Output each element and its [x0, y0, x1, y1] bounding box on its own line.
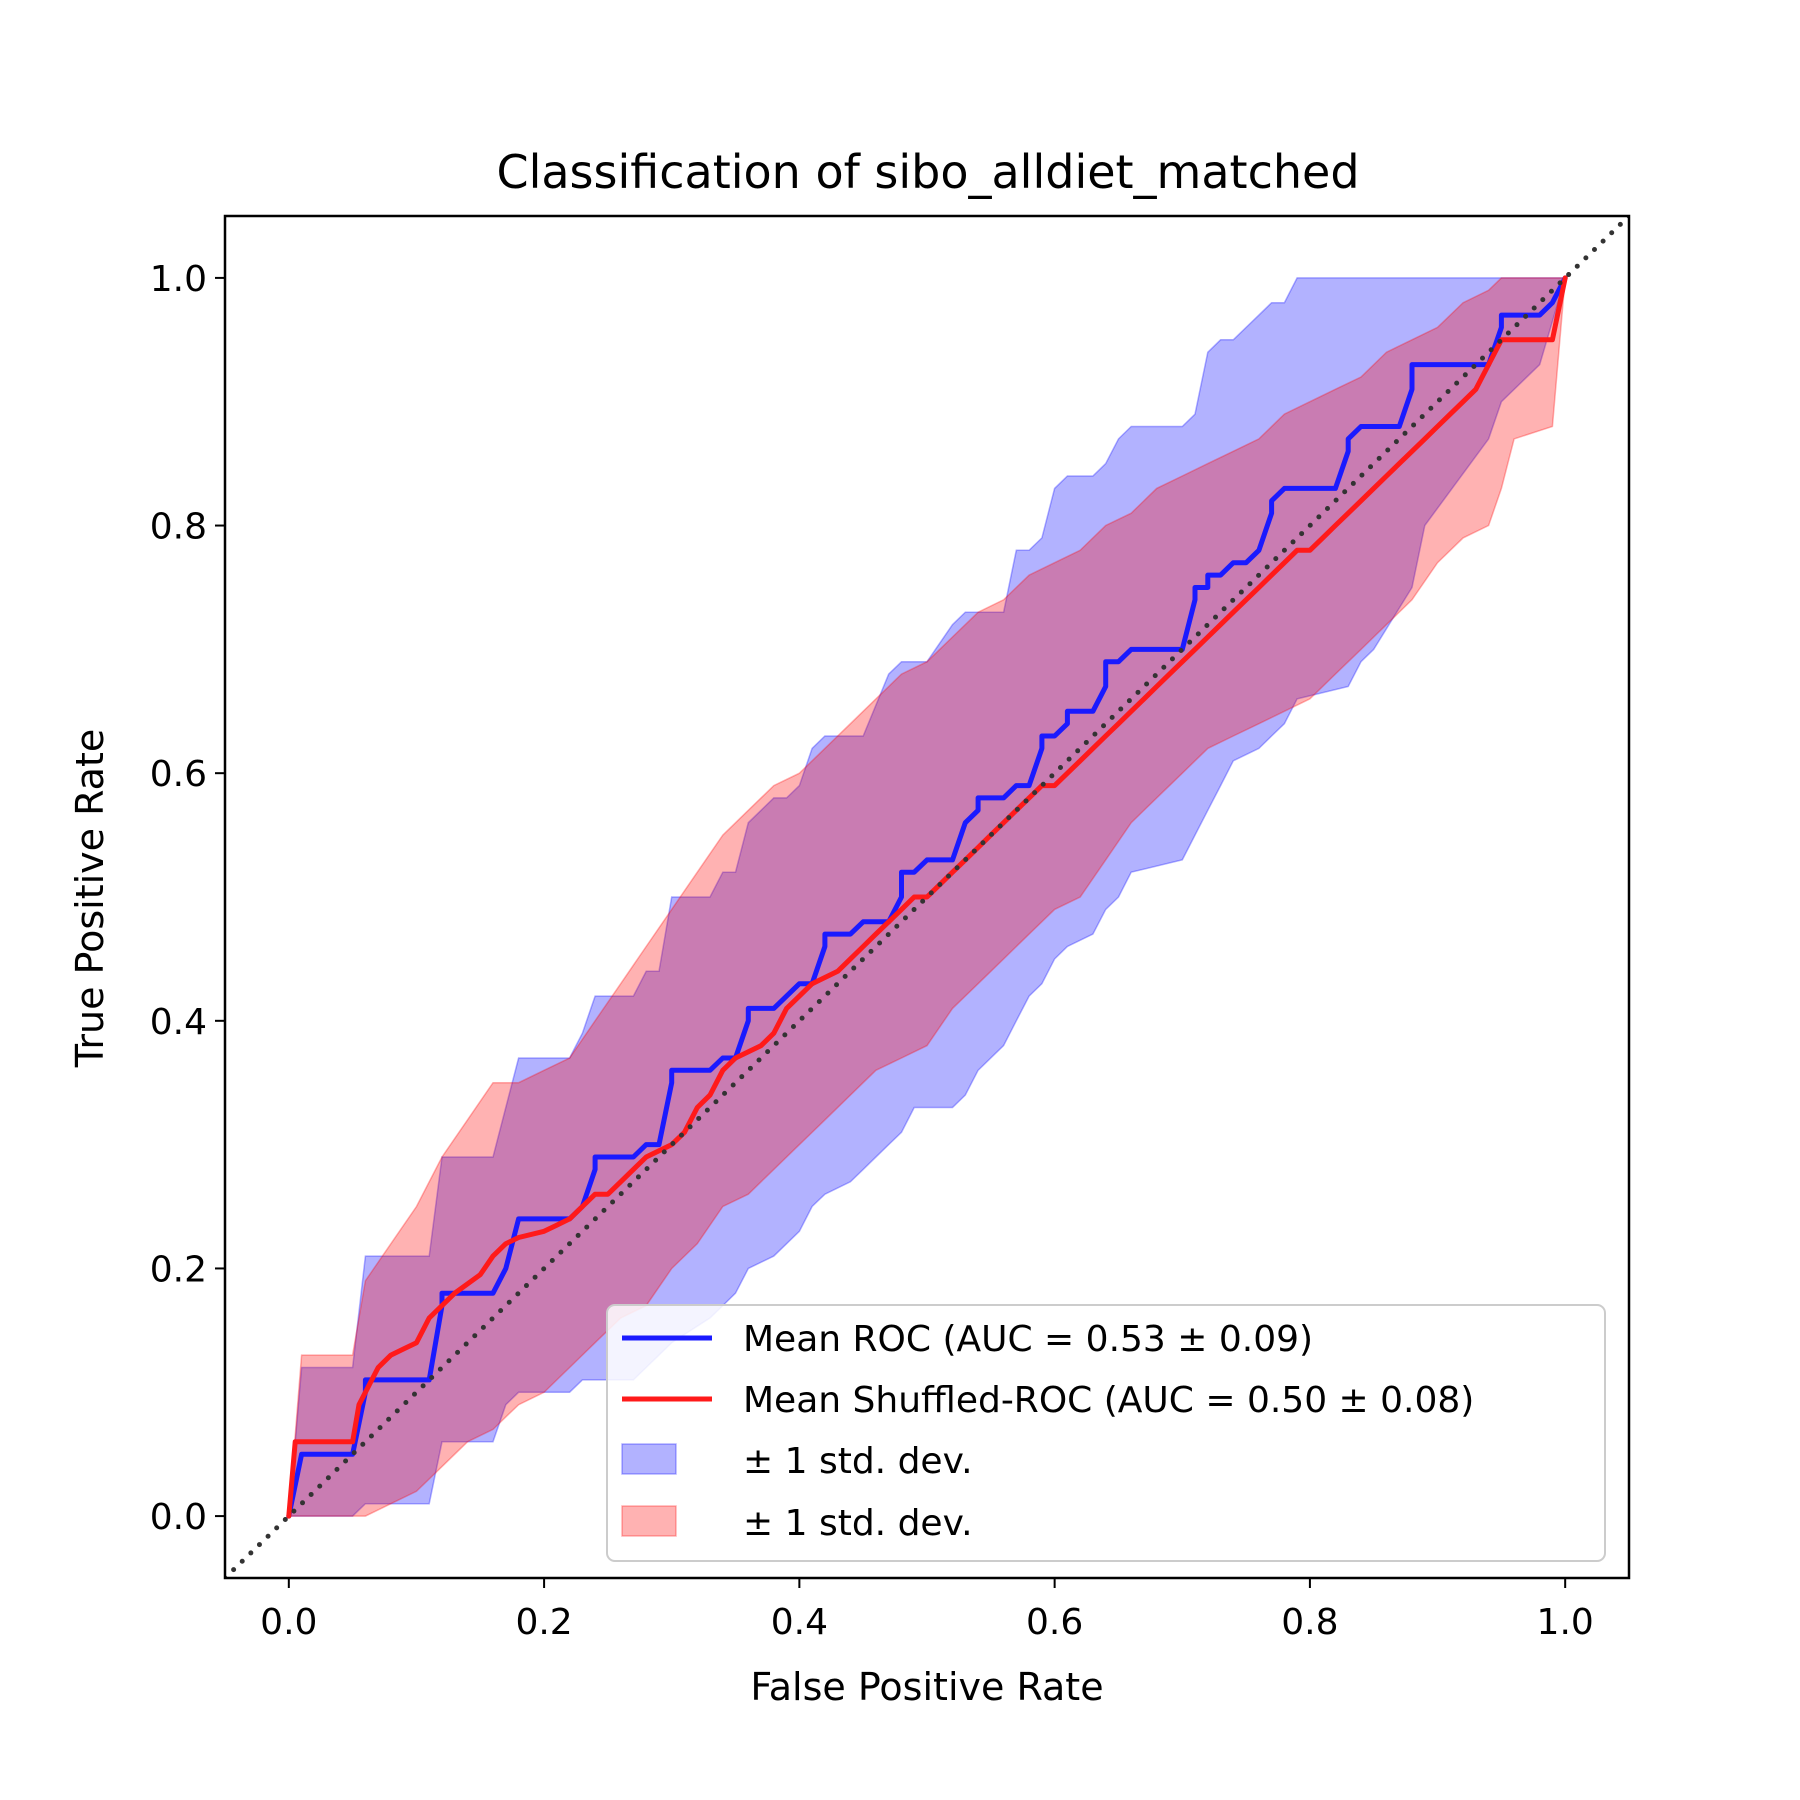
mean-roc-line — [286, 275, 1568, 1519]
chance-line — [225, 216, 1629, 1578]
x-tick-label: 0.0 — [260, 1602, 317, 1643]
legend-label-std-blue: ± 1 std. dev. — [743, 1441, 973, 1482]
legend-label-mean-roc: Mean ROC (AUC = 0.53 ± 0.09) — [743, 1319, 1313, 1360]
legend-swatch-std-blue — [621, 1443, 677, 1475]
y-tick-label: 0.2 — [150, 1249, 207, 1290]
y-tick-label: 1.0 — [150, 259, 207, 300]
chart-title: Classification of sibo_alldiet_matched — [496, 145, 1359, 199]
legend-swatch-std-red — [621, 1505, 677, 1537]
y-tick-label: 0.0 — [150, 1497, 207, 1538]
chance-diagonal — [225, 216, 1629, 1578]
legend-box — [606, 1304, 1606, 1562]
y-axis-label: True Positive Rate — [68, 729, 112, 1069]
y-tick-label: 0.6 — [150, 754, 207, 795]
y-tick-label: 0.4 — [150, 1002, 207, 1043]
x-tick-label: 0.2 — [515, 1602, 572, 1643]
x-axis-label: False Positive Rate — [750, 1665, 1103, 1709]
legend: Mean ROC (AUC = 0.53 ± 0.09) Mean Shuffl… — [606, 1304, 1606, 1562]
x-tick-label: 0.6 — [1026, 1602, 1083, 1643]
legend-label-std-red: ± 1 std. dev. — [743, 1503, 973, 1544]
x-tick-label: 0.8 — [1281, 1602, 1338, 1643]
legend-label-mean-shuffled-roc: Mean Shuffled-ROC (AUC = 0.50 ± 0.08) — [743, 1380, 1474, 1421]
x-tick-label: 1.0 — [1537, 1602, 1594, 1643]
y-axis-ticks: 0.0 0.2 0.4 0.6 0.8 1.0 — [150, 259, 225, 1538]
y-tick-label: 0.8 — [150, 507, 207, 548]
plot-frame — [223, 214, 1631, 1580]
x-axis-ticks: 0.0 0.2 0.4 0.6 0.8 1.0 — [260, 1578, 1594, 1643]
x-tick-label: 0.4 — [771, 1602, 828, 1643]
